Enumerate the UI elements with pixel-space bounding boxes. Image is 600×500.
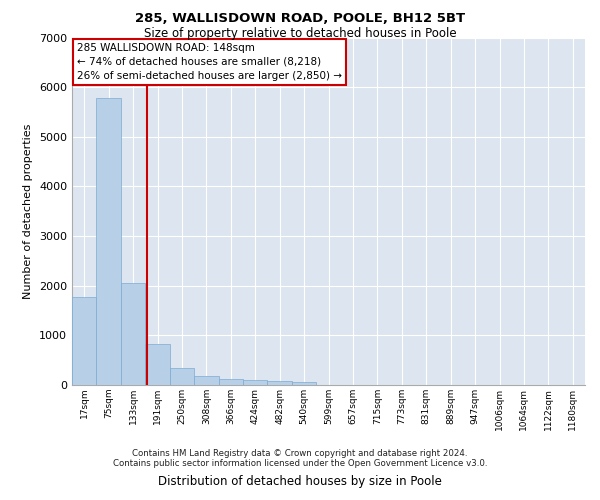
Bar [218,380,243,385]
Bar [97,98,121,385]
Text: Distribution of detached houses by size in Poole: Distribution of detached houses by size … [158,474,442,488]
Text: Size of property relative to detached houses in Poole: Size of property relative to detached ho… [143,28,457,40]
Bar [268,381,292,385]
Bar [170,368,194,385]
Text: Contains HM Land Registry data © Crown copyright and database right 2024.: Contains HM Land Registry data © Crown c… [132,448,468,458]
Bar [292,382,316,385]
Bar [194,376,218,385]
Text: 285 WALLISDOWN ROAD: 148sqm
← 74% of detached houses are smaller (8,218)
26% of : 285 WALLISDOWN ROAD: 148sqm ← 74% of det… [77,42,342,80]
Bar [145,344,170,385]
Y-axis label: Number of detached properties: Number of detached properties [23,124,34,299]
Bar [121,282,145,385]
Text: Contains public sector information licensed under the Open Government Licence v3: Contains public sector information licen… [113,458,487,468]
Text: 285, WALLISDOWN ROAD, POOLE, BH12 5BT: 285, WALLISDOWN ROAD, POOLE, BH12 5BT [135,12,465,26]
Bar [243,380,268,385]
Bar [72,296,97,385]
